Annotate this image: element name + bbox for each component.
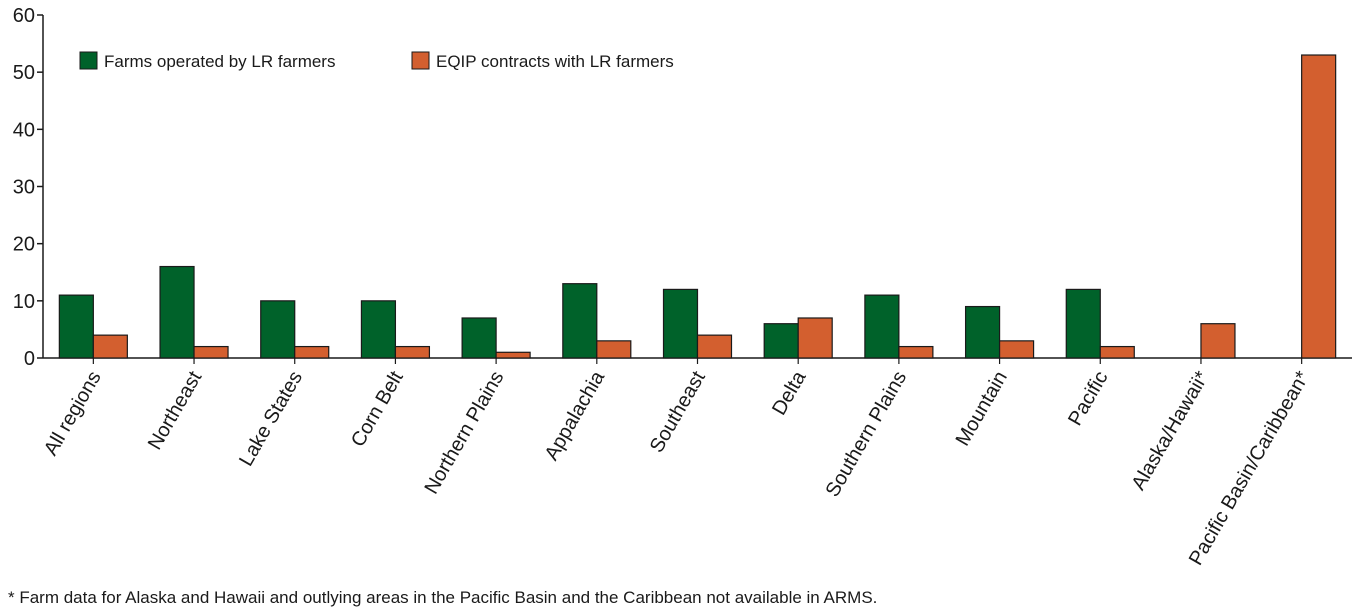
bar-farms <box>662 288 699 359</box>
bar-farms <box>461 317 497 359</box>
x-category-label: Pacific <box>1064 368 1113 430</box>
x-category-label: Lake States <box>235 368 307 470</box>
bar-eqip <box>1099 345 1135 359</box>
legend-swatch-eqip <box>411 51 430 70</box>
bar-eqip <box>495 351 531 359</box>
legend-label-farms: Farms operated by LR farmers <box>104 52 335 71</box>
x-category-label: Alaska/Hawaii* <box>1128 367 1214 494</box>
bar-eqip <box>696 334 733 359</box>
x-category-label: Southern Plains <box>822 368 912 501</box>
footnote: * Farm data for Alaska and Hawaii and ou… <box>8 588 878 607</box>
y-tick-label: 30 <box>13 177 35 199</box>
bar-eqip <box>596 340 632 359</box>
bar-farms <box>260 300 296 359</box>
bar-farms <box>58 294 94 359</box>
bar-farms <box>360 300 397 359</box>
y-tick-label: 40 <box>13 119 35 141</box>
y-tick-label: 10 <box>13 291 35 313</box>
y-tick-label: 20 <box>13 234 35 256</box>
x-category-label: Northeast <box>144 367 207 453</box>
bar-farms <box>159 265 195 359</box>
x-category-label: Northern Plains <box>420 367 508 497</box>
legend-label-eqip: EQIP contracts with LR farmers <box>436 52 674 71</box>
x-category-label: Corn Belt <box>347 367 408 451</box>
y-tick-label: 50 <box>13 62 35 84</box>
x-category-label: Pacific Basin/Caribbean* <box>1185 367 1314 569</box>
x-category-label: Mountain <box>952 368 1012 450</box>
y-tick-label: 60 <box>13 5 35 27</box>
bar-eqip <box>294 345 330 359</box>
x-category-label: All regions <box>40 368 106 460</box>
bar-eqip <box>898 345 934 359</box>
bar-farms <box>864 294 900 359</box>
x-category-label: Delta <box>768 367 811 419</box>
x-category-label: Appalachia <box>541 367 610 464</box>
legend: Farms operated by LR farmers EQIP contra… <box>79 51 674 71</box>
bar-eqip <box>998 340 1035 359</box>
x-category-label: Southeast <box>646 367 710 456</box>
bar-eqip <box>193 345 229 359</box>
bar-farms <box>763 323 799 359</box>
bar-farms <box>562 283 598 359</box>
bar-eqip <box>1200 323 1236 359</box>
bar-eqip <box>394 345 431 359</box>
legend-swatch-farms <box>79 51 98 70</box>
bar-eqip <box>797 317 833 359</box>
y-tick-label: 0 <box>24 348 35 370</box>
bar-eqip <box>1301 54 1337 359</box>
bar-farms <box>964 305 1001 359</box>
bar-farms <box>1065 288 1101 359</box>
bar-eqip <box>92 334 128 359</box>
